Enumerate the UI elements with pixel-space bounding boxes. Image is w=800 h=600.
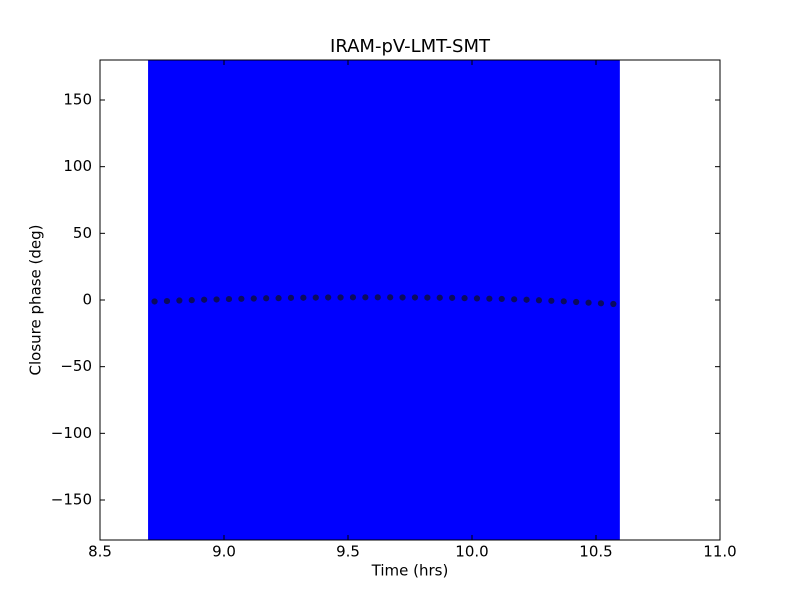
data-point <box>510 295 519 304</box>
data-point <box>411 293 419 302</box>
data-point <box>535 296 543 305</box>
data-point <box>175 296 184 305</box>
y-tick-label: 100 <box>63 157 92 175</box>
data-point <box>386 293 395 302</box>
data-point <box>423 293 432 302</box>
y-tick-label: −100 <box>51 424 92 442</box>
data-point <box>212 295 221 304</box>
data-point <box>485 294 494 303</box>
data-point <box>473 294 481 303</box>
data-point <box>547 296 556 305</box>
axes: 8.5 9.0 9.5 10.0 10.5 11.0 −150 −100 −50 0 50 100 15… <box>51 59 737 561</box>
x-tick-label: 11.0 <box>703 543 736 561</box>
data-point <box>336 293 345 302</box>
data-point <box>435 293 444 302</box>
data-point <box>584 298 593 307</box>
data-point <box>497 295 506 303</box>
data-point <box>200 295 209 304</box>
y-tick-label: 50 <box>73 224 92 242</box>
data-point <box>448 293 457 302</box>
data-point <box>311 293 320 302</box>
data-point <box>274 294 283 303</box>
data-point <box>373 293 382 302</box>
x-tick-label: 9.5 <box>336 543 360 561</box>
data-point <box>361 293 370 302</box>
data-point <box>460 294 469 303</box>
y-tick-label: −150 <box>51 491 92 509</box>
data-point <box>559 297 568 306</box>
data-point <box>398 293 407 302</box>
data-point <box>237 294 246 303</box>
x-tick-label: 8.5 <box>88 543 112 561</box>
data-point <box>163 297 171 305</box>
y-tick-label: 150 <box>63 91 92 109</box>
data-point <box>249 294 258 303</box>
y-tick-label: 0 <box>82 291 92 309</box>
chart-title: IRAM-pV-LMT-SMT <box>330 36 491 57</box>
data-point <box>572 298 581 306</box>
data-point <box>349 293 357 302</box>
data-point <box>609 300 618 308</box>
data-point <box>225 295 233 303</box>
y-axis-label: Closure phase (deg) <box>27 225 45 376</box>
data-point <box>324 293 333 302</box>
plot-area <box>148 60 620 540</box>
data-point <box>597 299 605 308</box>
x-tick-label: 9.0 <box>212 543 236 561</box>
data-point <box>522 295 531 304</box>
x-axis-label: Time (hrs) <box>371 562 449 580</box>
data-point <box>150 297 159 306</box>
data-point <box>187 296 196 305</box>
data-point <box>299 293 308 302</box>
data-point <box>287 293 295 302</box>
data-point <box>262 294 271 303</box>
x-tick-label: 10.5 <box>579 543 612 561</box>
x-tick-label: 10.0 <box>455 543 488 561</box>
y-tick-label: −50 <box>60 357 92 375</box>
